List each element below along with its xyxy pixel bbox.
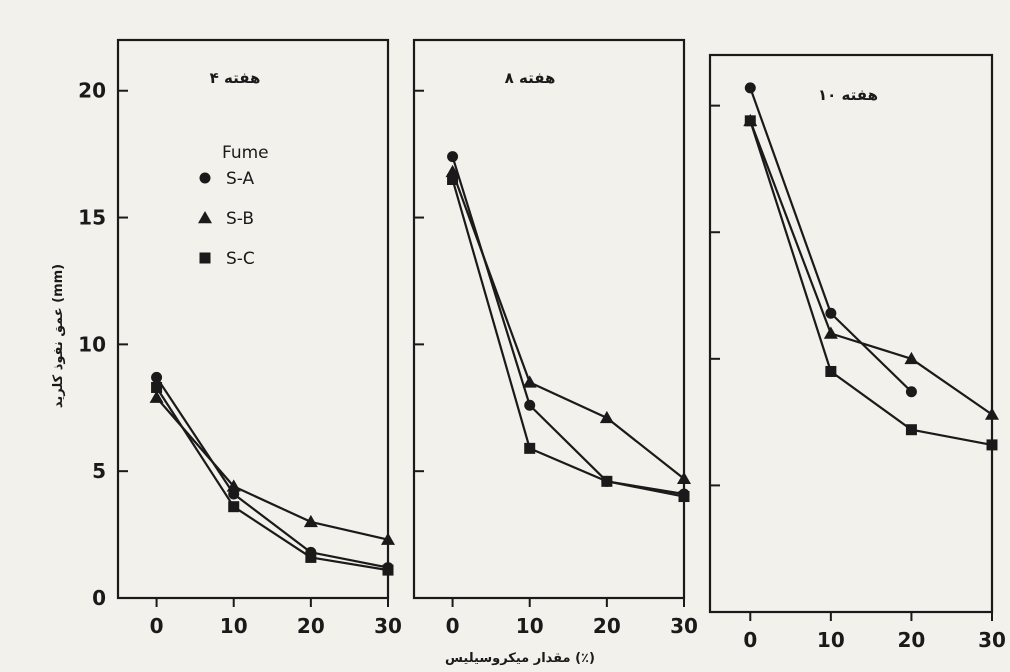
x-tick-label: 20 [593,614,621,638]
series-line-s-a [155,376,389,569]
panel-title: هفته ۱۰ [818,86,878,104]
x-tick-label: 10 [220,614,248,638]
data-point-s-c [601,475,613,487]
legend-label: S-B [226,209,254,229]
x-tick-label: 20 [898,628,926,652]
series-line-s-c [749,120,993,446]
data-point-s-b [226,479,241,492]
legend: Fume S-A S-B S-C [198,143,269,269]
data-point-s-b [599,410,614,424]
panel-frame [412,38,686,600]
x-tick-label: 10 [516,614,544,638]
data-point-s-b [823,326,838,339]
panel-frame [708,53,994,614]
data-point-s-a [905,386,917,398]
data-point-s-c [382,564,394,576]
data-point-s-c [447,174,459,185]
y-axis-label: عمق نفوذ کلرید (mm) [51,264,66,408]
data-point-s-c [151,381,163,393]
data-point-s-c [305,551,317,563]
legend-marker-s-a [199,172,211,184]
data-point-s-b [904,351,919,365]
data-point-s-a [447,151,459,163]
data-point-s-c [228,501,240,513]
data-point-s-c [986,439,998,451]
series-line-s-a [451,156,685,496]
legend-label: S-A [226,169,255,189]
data-point-s-b [677,471,691,485]
y-tick-label: 5 [92,459,106,483]
panel-title: هفته ۴ [210,69,261,87]
panel-title: هفته ۸ [505,69,556,87]
panel-frame [116,38,390,600]
series-line-s-c [155,386,389,572]
data-point-s-c [825,365,837,377]
x-tick-label: 30 [374,614,402,638]
data-point-s-b [522,375,537,388]
data-point-s-b [985,407,999,420]
legend-label: S-C [226,249,255,269]
series-line-s-c [451,179,685,498]
legend-marker-s-b [198,211,212,224]
x-tick-label: 0 [446,614,460,638]
x-tick-label: 10 [817,628,845,652]
y-tick-label: 0 [92,586,106,610]
panel-3: 0 10 20 30 هفته ۱۰ [708,53,1006,652]
x-tick-label: 0 [150,614,164,638]
x-tick-label: 30 [978,628,1006,652]
series-line-s-a [749,87,913,393]
data-point-s-a [151,371,163,383]
x-tick-label: 20 [297,614,325,638]
x-axis-label: مقدار میکروسیلیس (٪) [445,651,595,666]
series-line-s-b [451,171,685,480]
data-point-s-c [905,424,917,436]
y-tick-label: 10 [78,332,106,356]
data-point-s-a [524,399,536,411]
data-point-s-b [381,532,395,545]
panel-2: 0 10 20 30 هفته ۸ [412,38,698,638]
data-point-s-b [149,390,164,403]
legend-marker-s-c [199,252,211,264]
legend-title: Fume [222,143,269,163]
data-point-s-c [678,491,690,503]
panels-layer: 0 5 10 15 20 0 10 20 30 هفته ۴ Fume S-A S-B S-C 0 10 20 3… [78,38,1006,652]
y-tick-label: 20 [78,79,106,103]
x-tick-label: 0 [743,628,757,652]
data-point-s-c [744,115,756,127]
data-point-s-a [744,82,756,94]
series-line-s-b [155,396,389,541]
x-tick-label: 30 [670,614,698,638]
data-point-s-b [303,514,318,528]
data-point-s-a [825,307,837,319]
series-line-s-b [749,120,993,416]
y-tick-label: 15 [78,206,106,230]
data-point-s-c [524,442,536,454]
panel-1: 0 5 10 15 20 0 10 20 30 هفته ۴ Fume S-A S-B S-C [78,38,402,638]
